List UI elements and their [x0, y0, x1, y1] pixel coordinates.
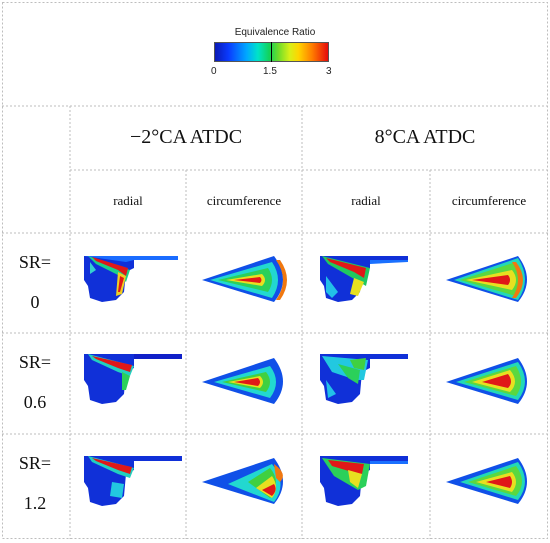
radial-contour-image [320, 354, 408, 404]
row-label-sr-value: 0.6 [23, 392, 47, 412]
circumference-contour-image [202, 358, 283, 404]
radial-contour-image [84, 354, 182, 404]
subheader-radial-1: radial [113, 193, 143, 208]
circumference-contour-image [446, 256, 527, 302]
circumference-contour-image [446, 358, 527, 404]
radial-contour-image [320, 456, 408, 506]
circumference-contour-image [202, 256, 287, 302]
subheader-circumference-2: circumference [451, 193, 527, 208]
radial-contour-image [84, 456, 182, 506]
legend-title: Equivalence Ratio [234, 27, 316, 38]
colorbar-mid-tick [271, 42, 272, 62]
radial-contour-image [320, 256, 408, 302]
legend-tick-mid: 1.5 [263, 66, 277, 77]
circumference-contour-image [202, 458, 283, 504]
header-8-ca: 8°CA ATDC [374, 126, 476, 148]
legend-tick-max: 3 [326, 66, 332, 77]
circumference-contour-image [446, 458, 527, 504]
row-label-sr-value: 1.2 [23, 493, 47, 513]
subheader-circumference-1: circumference [206, 193, 282, 208]
row-label-sr-value: 0 [30, 292, 40, 312]
header-minus2-ca: −2°CA ATDC [129, 126, 243, 148]
subheader-radial-2: radial [351, 193, 381, 208]
row-label-sr-prefix: SR= [18, 453, 52, 473]
row-label-sr-prefix: SR= [18, 352, 52, 372]
legend-tick-min: 0 [211, 66, 217, 77]
radial-contour-image [84, 256, 178, 302]
row-label-sr-prefix: SR= [18, 252, 52, 272]
